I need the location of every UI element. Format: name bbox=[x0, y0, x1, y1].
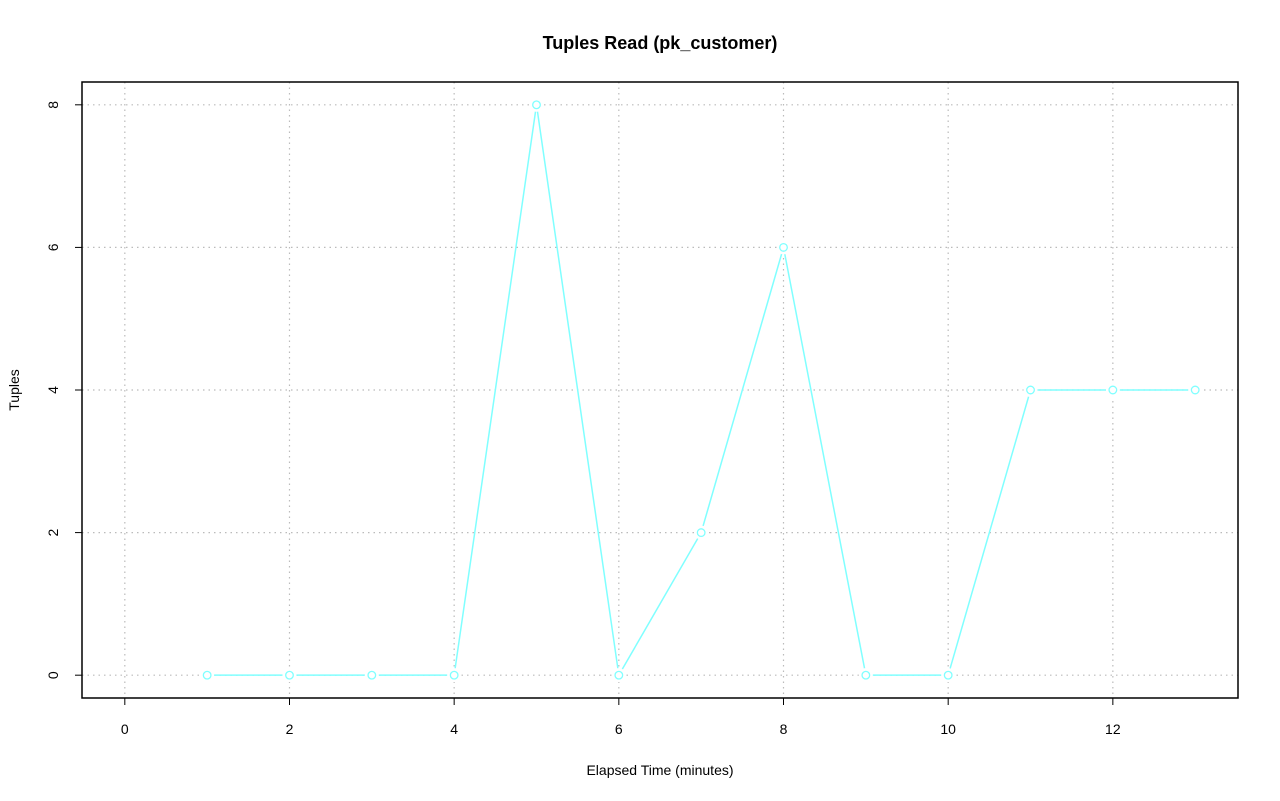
y-tick-label: 4 bbox=[45, 386, 61, 394]
data-point bbox=[282, 668, 297, 683]
x-tick-label: 0 bbox=[121, 721, 129, 737]
data-point bbox=[285, 670, 294, 680]
data-point bbox=[858, 668, 873, 683]
data-point bbox=[1188, 383, 1203, 397]
data-point bbox=[200, 668, 215, 683]
data-point bbox=[1105, 383, 1120, 397]
data-point bbox=[532, 100, 541, 110]
data-point bbox=[611, 668, 626, 683]
x-tick-label: 8 bbox=[780, 721, 788, 737]
data-point bbox=[776, 240, 791, 255]
data-point bbox=[1026, 385, 1035, 395]
x-axis-label: Elapsed Time (minutes) bbox=[586, 762, 733, 778]
y-tick-label: 8 bbox=[45, 101, 61, 109]
data-point bbox=[694, 525, 709, 540]
x-tick-label: 10 bbox=[940, 721, 956, 737]
data-point bbox=[364, 668, 379, 683]
data-point bbox=[779, 242, 788, 252]
x-tick-label: 2 bbox=[286, 721, 294, 737]
y-tick-label: 0 bbox=[45, 671, 61, 679]
data-point bbox=[941, 668, 956, 683]
x-tick-label: 12 bbox=[1105, 721, 1121, 737]
data-line bbox=[207, 104, 1196, 678]
y-tick-label: 6 bbox=[45, 243, 61, 251]
data-point bbox=[1190, 385, 1200, 395]
data-point bbox=[861, 670, 871, 680]
data-point bbox=[1023, 383, 1038, 397]
x-tick-label: 4 bbox=[450, 721, 458, 737]
data-point bbox=[367, 670, 377, 680]
data-point bbox=[943, 670, 953, 680]
data-point bbox=[529, 97, 544, 112]
data-point bbox=[696, 528, 706, 538]
data-point bbox=[1108, 385, 1118, 395]
plot-frame bbox=[81, 81, 1239, 699]
y-axis-label: Tuples bbox=[6, 369, 22, 411]
chart-title: Tuples Read (pk_customer) bbox=[543, 33, 778, 53]
data-point bbox=[202, 670, 212, 680]
data-point bbox=[614, 670, 624, 680]
x-tick-label: 6 bbox=[615, 721, 623, 737]
y-tick-label: 2 bbox=[45, 528, 61, 536]
data-point bbox=[447, 668, 462, 683]
data-point bbox=[449, 670, 459, 680]
